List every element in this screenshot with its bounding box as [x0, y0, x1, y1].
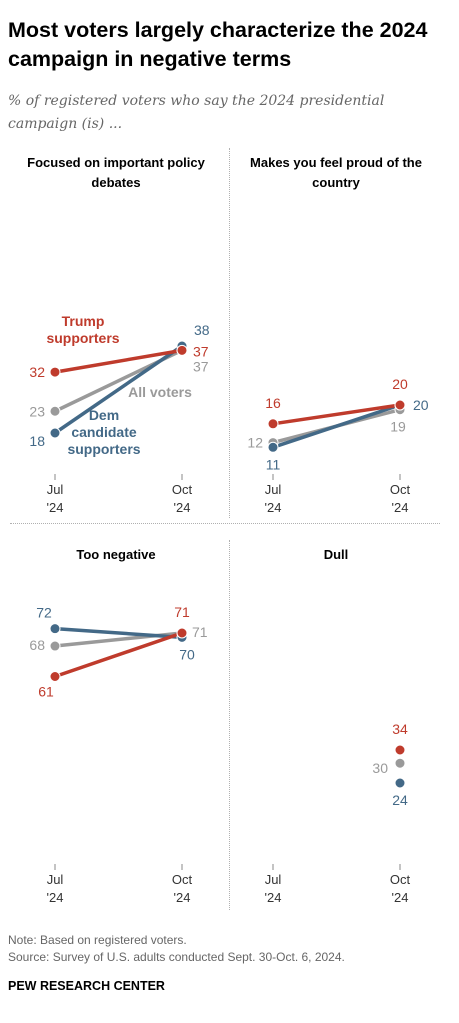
data-point: [49, 427, 61, 439]
panel-divider-top: [229, 148, 230, 518]
x-tick-label: '24: [47, 500, 64, 515]
data-label: 30: [372, 760, 388, 776]
data-point: [394, 744, 406, 756]
x-tick-label: Oct: [390, 482, 411, 497]
x-tick-label: '24: [174, 890, 191, 905]
data-label: 23: [29, 403, 45, 419]
x-tick-label: '24: [392, 500, 409, 515]
data-label: 70: [179, 646, 195, 662]
x-tick-label: '24: [265, 500, 282, 515]
row-divider: [10, 523, 440, 524]
data-label: 16: [265, 395, 281, 411]
data-label: 24: [392, 792, 408, 808]
legend-all-voters: All voters: [128, 384, 192, 400]
data-label: 11: [266, 456, 281, 472]
legend-trump: Trump: [62, 313, 105, 329]
panel-title-negative: Too negative: [76, 547, 156, 562]
x-tick-label: Jul: [265, 872, 282, 887]
legend-dem: supporters: [67, 441, 140, 457]
chart-subtitle: % of registered voters who say the 2024 …: [8, 93, 385, 132]
x-tick-label: '24: [174, 500, 191, 515]
x-tick-label: Jul: [47, 482, 64, 497]
data-label: 38: [194, 322, 210, 338]
data-label: 61: [38, 684, 54, 700]
panel-title-dull: Dull: [323, 547, 349, 562]
series-line: [53, 348, 184, 374]
x-tick-label: '24: [392, 890, 409, 905]
source-text: Source: Survey of U.S. adults conducted …: [8, 950, 345, 964]
series-line: [53, 631, 184, 679]
data-label: 32: [29, 364, 45, 380]
data-point: [394, 399, 406, 411]
data-point: [49, 671, 61, 682]
data-label: 18: [29, 433, 45, 449]
x-tick-label: Jul: [265, 482, 282, 497]
series-line: [271, 403, 402, 450]
legend-dem: candidate: [71, 424, 137, 440]
series-line: [271, 403, 402, 426]
data-point: [49, 640, 61, 652]
data-point: [49, 405, 61, 417]
data-point: [267, 418, 279, 430]
x-tick-label: '24: [265, 890, 282, 905]
note-text: Note: Based on registered voters.: [8, 933, 187, 947]
x-tick-label: Oct: [172, 872, 193, 887]
data-label: 68: [29, 637, 45, 653]
series-line: [53, 626, 184, 640]
data-point: [394, 777, 406, 789]
data-point: [49, 623, 61, 635]
data-label: 20: [392, 376, 408, 392]
legend-dem: Dem: [89, 407, 119, 423]
data-label: 72: [36, 605, 52, 621]
data-label: 19: [390, 419, 406, 435]
data-point: [49, 366, 61, 378]
data-label: 37: [193, 343, 209, 359]
data-point: [176, 344, 188, 356]
x-tick-label: Oct: [172, 482, 193, 497]
data-label: 71: [174, 604, 190, 620]
data-label: 12: [247, 435, 263, 451]
data-point: [176, 627, 188, 639]
x-tick-label: Oct: [390, 872, 411, 887]
panel-divider-bottom: [229, 540, 230, 910]
x-tick-label: '24: [47, 890, 64, 905]
panel-title-proud: Makes you feel proud of the country: [250, 155, 422, 190]
brand-label: PEW RESEARCH CENTER: [8, 979, 165, 993]
data-point: [267, 441, 279, 453]
series-line: [53, 344, 184, 435]
data-label: 20: [413, 397, 429, 413]
chart-title: Most voters largely characterize the 202…: [8, 18, 428, 71]
panel-title-policy: Focused on important policy debates: [27, 155, 205, 190]
data-point: [394, 757, 406, 769]
x-tick-label: Jul: [47, 872, 64, 887]
data-label: 34: [392, 721, 408, 737]
data-label: 71: [192, 624, 208, 640]
data-label: 37: [193, 358, 209, 374]
legend-trump: supporters: [46, 330, 119, 346]
